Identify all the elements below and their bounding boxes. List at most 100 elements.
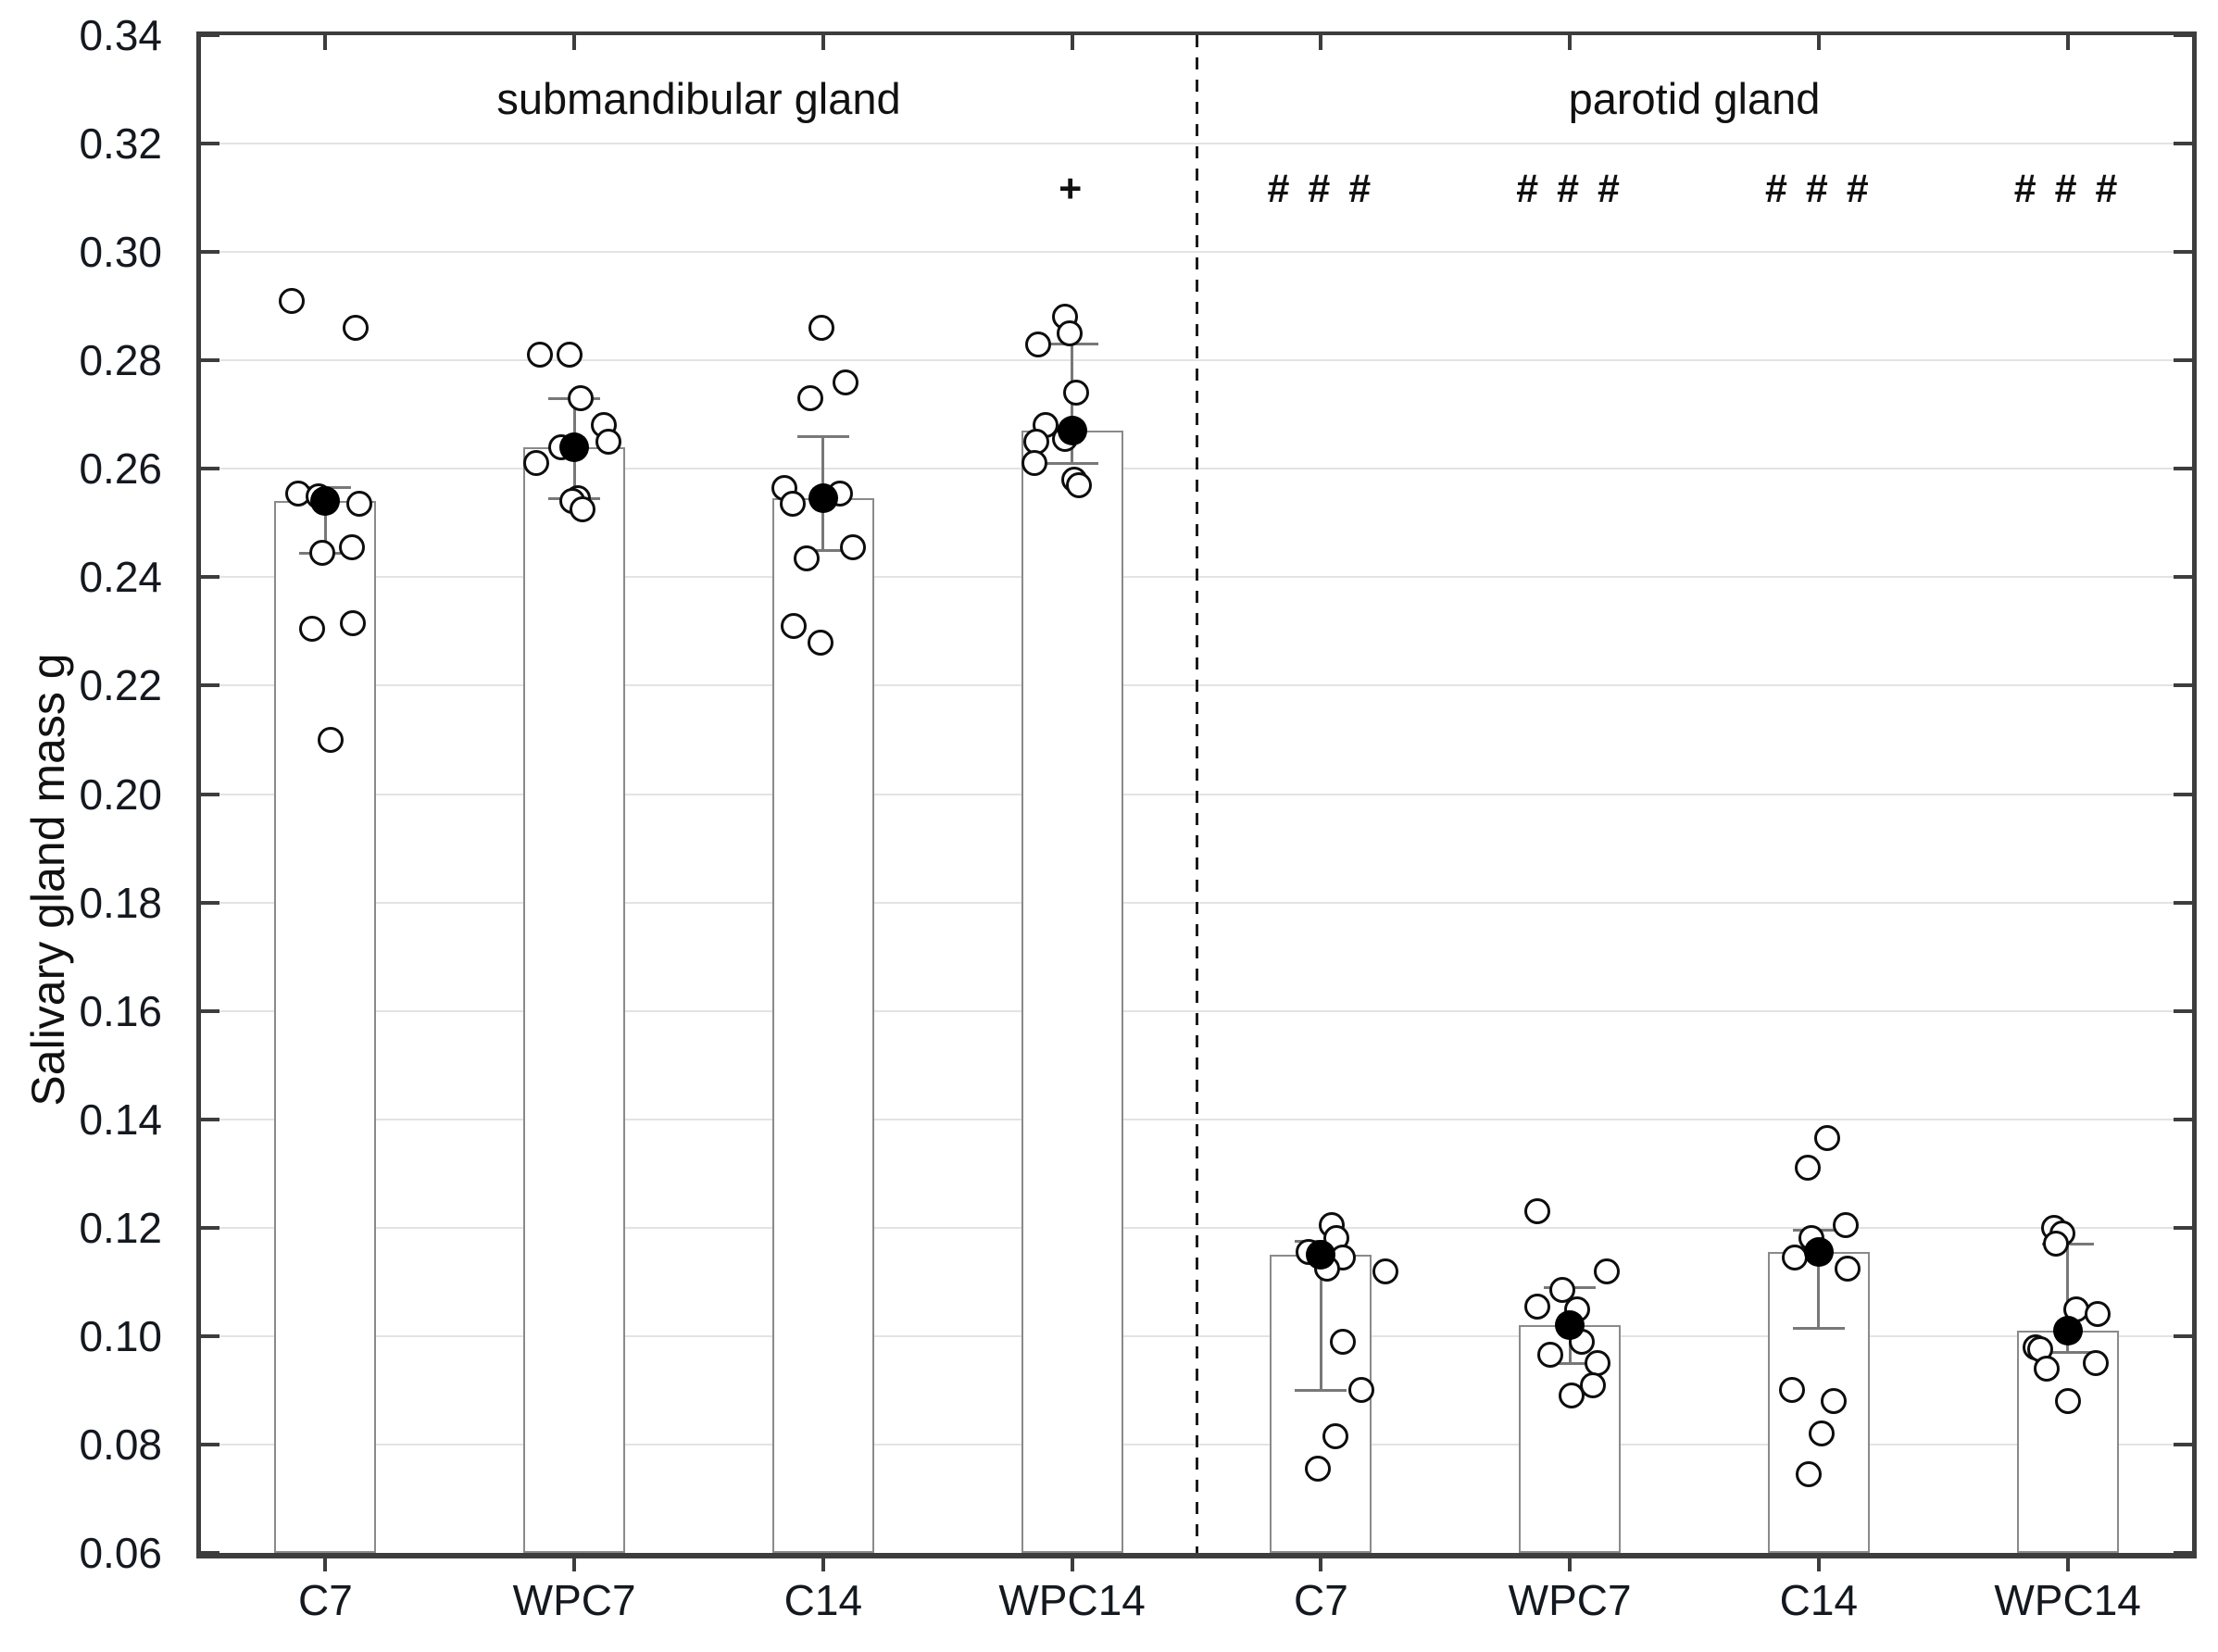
data-point-circle (299, 615, 326, 642)
data-point-circle (1585, 1350, 1611, 1377)
data-point-circle (1024, 331, 1051, 357)
data-point-circle (1348, 1377, 1375, 1404)
data-point-circle (1794, 1155, 1821, 1182)
x-tick-label: C14 (1779, 1576, 1859, 1624)
error-bar (1319, 1241, 1322, 1391)
data-point-circle (808, 315, 834, 342)
data-point-circle (557, 342, 583, 369)
data-point-circle (309, 540, 336, 567)
mean-dot (559, 432, 590, 462)
data-point-circle (796, 385, 823, 412)
data-point-circle (523, 450, 550, 477)
data-point-circle (318, 726, 345, 753)
y-axis-tick-left (201, 1117, 219, 1121)
y-axis-tick-left (201, 1442, 219, 1446)
x-axis-tick-top (1319, 35, 1323, 50)
data-point-circle (1062, 380, 1089, 407)
data-point-circle (2082, 1350, 2109, 1377)
error-bar-cap-bottom (2041, 1350, 2094, 1354)
section-divider-dashed-line (1195, 35, 1198, 1553)
y-axis-tick-right (2174, 1117, 2192, 1121)
x-axis-tick-top (323, 35, 328, 50)
y-axis-tick-right (2174, 1008, 2192, 1013)
data-point-circle (780, 613, 807, 640)
section-title-parotid: parotid gland (1568, 74, 1821, 123)
error-bar-cap-bottom (796, 548, 849, 552)
y-axis-tick-left (201, 683, 219, 688)
y-tick-label: 0.20 (79, 770, 162, 819)
significance-annotation: # # # (2013, 167, 2122, 211)
data-point-circle (1834, 1255, 1861, 1282)
data-point-circle (1808, 1420, 1835, 1447)
data-point-circle (1056, 319, 1083, 346)
data-point-circle (1021, 450, 1047, 477)
data-point-circle (339, 534, 366, 561)
data-point-circle (340, 610, 367, 637)
data-point-circle (839, 534, 866, 561)
y-axis-tick-right (2174, 1333, 2192, 1338)
mean-dot (1057, 416, 1087, 446)
error-bar-cap-bottom (1544, 1361, 1597, 1365)
x-tick-label: C7 (1293, 1576, 1348, 1624)
x-tick-label: C7 (297, 1576, 353, 1624)
x-axis-tick-bottom (572, 1558, 577, 1571)
x-axis-tick-top (1568, 35, 1573, 50)
y-axis-tick-left (201, 358, 219, 363)
bar (771, 498, 874, 1553)
data-point-circle (807, 629, 833, 656)
x-axis-tick-bottom (2065, 1558, 2070, 1571)
y-axis-tick-left (201, 1225, 219, 1230)
y-axis-tick-left (201, 1008, 219, 1013)
x-tick-label: WPC14 (1994, 1576, 2141, 1624)
data-point-circle (2054, 1388, 2081, 1415)
data-point-circle (1778, 1377, 1805, 1404)
data-point-circle (1322, 1423, 1349, 1450)
bar (1021, 431, 1123, 1553)
y-tick-label: 0.24 (79, 553, 162, 602)
error-bar (1817, 1230, 1821, 1329)
y-axis-tick-right (2174, 33, 2192, 37)
data-point-circle (1795, 1461, 1822, 1488)
bar (274, 501, 377, 1553)
y-tick-label: 0.18 (79, 878, 162, 927)
y-axis-tick-right (2174, 900, 2192, 905)
y-axis-tick-left (201, 792, 219, 796)
y-tick-label: 0.22 (79, 661, 162, 710)
x-axis-tick-top (1816, 35, 1821, 50)
data-point-circle (1524, 1293, 1551, 1320)
y-axis-tick-left (201, 575, 219, 580)
y-tick-label: 0.06 (79, 1529, 162, 1577)
y-tick-label: 0.08 (79, 1420, 162, 1469)
y-axis-tick-right (2174, 142, 2192, 146)
x-axis-tick-top (1070, 35, 1074, 50)
x-axis-tick-bottom (1568, 1558, 1573, 1571)
y-tick-label: 0.32 (79, 119, 162, 169)
x-axis-tick-top (821, 35, 825, 50)
x-axis-tick-top (2065, 35, 2070, 50)
data-point-circle (527, 342, 554, 369)
error-bar-cap-top (796, 434, 849, 438)
y-axis-tick-left (201, 250, 219, 255)
y-axis-tick-left (201, 1551, 219, 1555)
y-axis-tick-right (2174, 792, 2192, 796)
x-tick-label: C14 (783, 1576, 863, 1624)
y-axis-tick-left (201, 33, 219, 37)
data-point-circle (1065, 471, 1092, 498)
data-point-circle (832, 369, 858, 395)
x-tick-label: WPC7 (1508, 1576, 1632, 1624)
mean-dot (808, 483, 838, 514)
y-tick-label: 0.14 (79, 1095, 162, 1144)
y-axis-tick-right (2174, 467, 2192, 471)
data-point-circle (1524, 1198, 1551, 1225)
data-point-circle (1559, 1383, 1585, 1409)
y-axis-tick-left (201, 1333, 219, 1338)
significance-annotation: + (1059, 167, 1086, 211)
data-point-circle (1330, 1328, 1357, 1355)
mean-dot (2052, 1316, 2083, 1345)
data-point-circle (568, 385, 595, 412)
y-tick-label: 0.10 (79, 1311, 162, 1360)
data-point-circle (1594, 1258, 1621, 1284)
data-point-circle (2033, 1355, 2060, 1382)
y-axis-tick-left (201, 467, 219, 471)
error-bar (323, 487, 327, 553)
